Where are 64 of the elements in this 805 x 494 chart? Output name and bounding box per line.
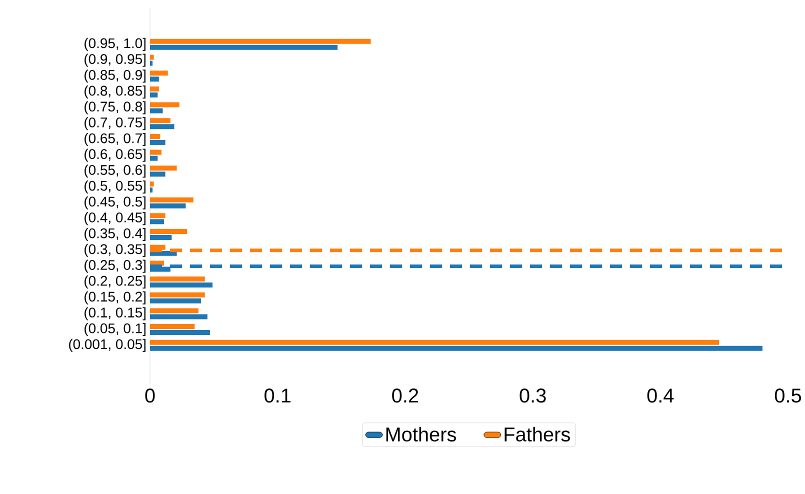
bar bbox=[150, 181, 154, 186]
y-tick-label: (0.05, 0.1] bbox=[84, 323, 146, 336]
bar bbox=[150, 108, 163, 114]
y-tick-label: (0.001, 0.05] bbox=[69, 338, 146, 352]
bar bbox=[150, 76, 159, 82]
y-tick-label: (0.75, 0.8] bbox=[84, 101, 146, 114]
y-tick-label: (0.55, 0.6] bbox=[84, 164, 146, 178]
x-tick-label: 0.5 bbox=[774, 388, 802, 403]
y-tick-label: (0.3, 0.35] bbox=[84, 244, 146, 257]
bar bbox=[150, 197, 194, 202]
bar bbox=[150, 330, 210, 336]
x-tick-label: 0.1 bbox=[264, 388, 290, 403]
bar bbox=[150, 235, 172, 240]
y-tick-label: (0.95, 1.0] bbox=[84, 38, 146, 51]
x-tick-label: 0 bbox=[145, 388, 155, 403]
bar bbox=[150, 134, 160, 139]
bar bbox=[150, 86, 159, 92]
bar bbox=[150, 276, 205, 282]
y-tick-label: (0.9, 0.95] bbox=[84, 54, 146, 67]
bar bbox=[150, 70, 168, 76]
y-tick-label: (0.15, 0.2] bbox=[84, 291, 146, 304]
legend-label: Mothers bbox=[386, 426, 456, 442]
y-tick-label: (0.65, 0.7] bbox=[84, 132, 146, 146]
y-tick-label: (0.35, 0.4] bbox=[84, 228, 146, 242]
bar bbox=[150, 213, 166, 218]
bar bbox=[150, 60, 153, 66]
bar bbox=[150, 324, 195, 330]
bar bbox=[150, 308, 198, 314]
bar bbox=[150, 54, 154, 60]
bar bbox=[150, 92, 158, 98]
bar bbox=[150, 118, 170, 124]
bar bbox=[150, 229, 188, 234]
bar bbox=[150, 340, 720, 345]
y-tick-label: (0.85, 0.9] bbox=[84, 70, 146, 83]
bar bbox=[150, 166, 177, 171]
x-tick-label: 0.4 bbox=[647, 388, 674, 403]
y-tick-label: (0.1, 0.15] bbox=[84, 307, 146, 320]
bar bbox=[150, 172, 166, 177]
y-tick-label: (0.6, 0.65] bbox=[84, 148, 146, 162]
bar bbox=[150, 156, 158, 161]
bar bbox=[150, 140, 166, 145]
bar bbox=[150, 38, 371, 44]
bar bbox=[150, 292, 205, 298]
y-tick-label: (0.4, 0.45] bbox=[84, 212, 146, 226]
y-tick-label: (0.2, 0.25] bbox=[84, 276, 146, 289]
bar bbox=[150, 219, 164, 224]
bar bbox=[150, 203, 186, 208]
bar bbox=[150, 282, 213, 288]
bar bbox=[150, 298, 202, 304]
y-tick-label: (0.8, 0.85] bbox=[84, 85, 146, 98]
x-tick-label: 0.2 bbox=[392, 388, 418, 403]
bar bbox=[150, 150, 162, 155]
bar bbox=[150, 44, 338, 50]
bar bbox=[150, 187, 153, 192]
x-tick-label: 0.3 bbox=[520, 388, 546, 403]
bar bbox=[150, 314, 208, 320]
bar bbox=[150, 124, 174, 130]
bar bbox=[150, 346, 762, 351]
y-tick-label: (0.25, 0.3] bbox=[84, 260, 146, 273]
y-tick-label: (0.45, 0.5] bbox=[84, 196, 146, 210]
bar bbox=[150, 102, 180, 108]
y-tick-label: (0.7, 0.75] bbox=[84, 117, 146, 130]
y-tick-label: (0.5, 0.55] bbox=[84, 180, 146, 194]
legend-label: Fathers bbox=[504, 426, 570, 442]
